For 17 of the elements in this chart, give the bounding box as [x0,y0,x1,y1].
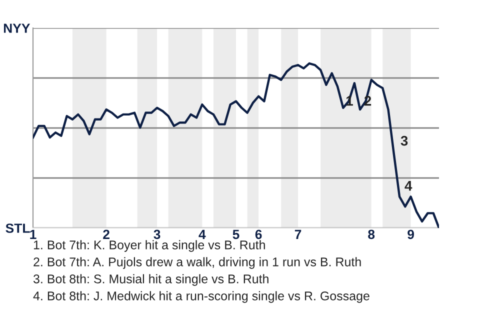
text: 3. Bot 8th: S. Musial hit a single vs B. Ruth [33,274,268,286]
annotation: 3 [400,136,408,146]
text: NYY [4,24,30,33]
x-tick-label: 5 [232,230,240,240]
text: 1. Bot 7th: K. Boyer hit a single vs B. Ruth [34,240,265,252]
x-tick-label: 1 [30,230,36,239]
x-tick-label: 9 [408,230,414,240]
text: 4. Bot 8th: J. Medwick hit a run-scoring single vs R. Gossage [33,291,370,303]
x-tick-label: 2 [103,230,110,239]
annotation: 4 [404,181,412,191]
x-tick-label: 4 [198,230,206,239]
text: 2. Bot 7th: A. Pujols drew a walk, driving in 1 run vs B. Ruth [34,257,361,269]
x-tick-label: 7 [294,230,302,239]
x-tick-label: 8 [368,230,375,240]
x-tick-label: 3 [154,230,160,240]
x-tick-label: 6 [255,230,262,240]
text: STL [6,224,30,233]
